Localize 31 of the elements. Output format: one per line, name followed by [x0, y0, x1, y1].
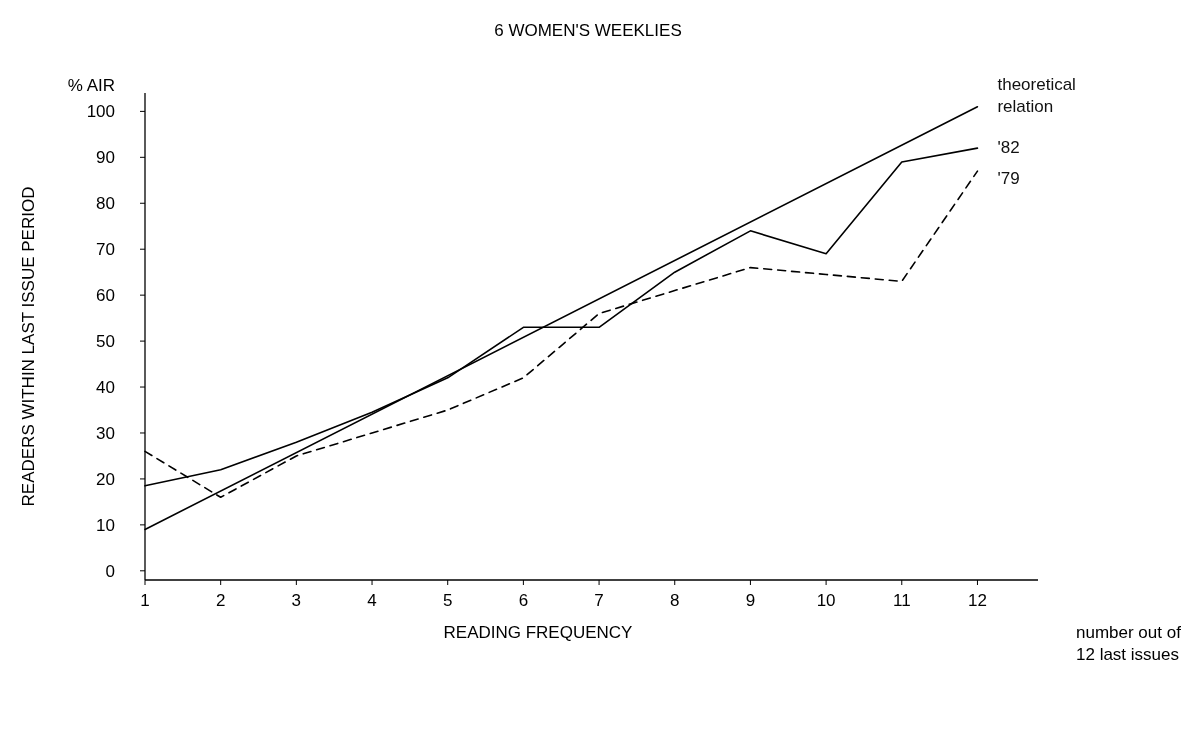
x-tick-label: 6 [518, 591, 529, 610]
series-label: theoretical relation [997, 74, 1076, 116]
x-tick-label: 11 [892, 591, 911, 610]
y-tick-label: 100 [86, 102, 115, 122]
y-tick-label: 40 [96, 378, 115, 398]
x-tick-label: 9 [745, 591, 756, 610]
x-tick-label: 7 [594, 591, 604, 610]
y-tick-label: 30 [96, 423, 115, 443]
y-axis-title: READERS WITHIN LAST ISSUE PERIOD [19, 186, 38, 507]
x-axis-title: READING FREQUENCY [443, 623, 633, 642]
y-tick-label: 90 [96, 148, 115, 168]
y-tick-label: 0 [105, 561, 115, 581]
y-tick-label: 60 [96, 286, 115, 306]
x-tick-label: 2 [215, 591, 226, 610]
y-tick-label: 20 [96, 469, 115, 489]
x-tick-label: 3 [291, 591, 302, 610]
y-tick-label: 50 [96, 332, 115, 352]
y-tick-label: 70 [96, 240, 115, 260]
x-tick-label: 5 [442, 591, 453, 610]
text: % AIR [67, 76, 115, 96]
x-tick-label: 4 [367, 591, 377, 610]
series-label: '79 [997, 169, 1020, 189]
x-tick-label: 1 [140, 591, 150, 610]
x-tick-label: 8 [670, 591, 680, 610]
text: number out of 12 last issues [1076, 623, 1182, 664]
y-tick-label: 10 [96, 515, 115, 535]
series-label: '82 [997, 138, 1020, 158]
chart-title: 6 WOMEN'S WEEKLIES [494, 21, 682, 40]
x-tick-label: 12 [968, 591, 987, 610]
y-tick-label: 80 [96, 194, 115, 214]
x-tick-label: 10 [816, 591, 836, 610]
